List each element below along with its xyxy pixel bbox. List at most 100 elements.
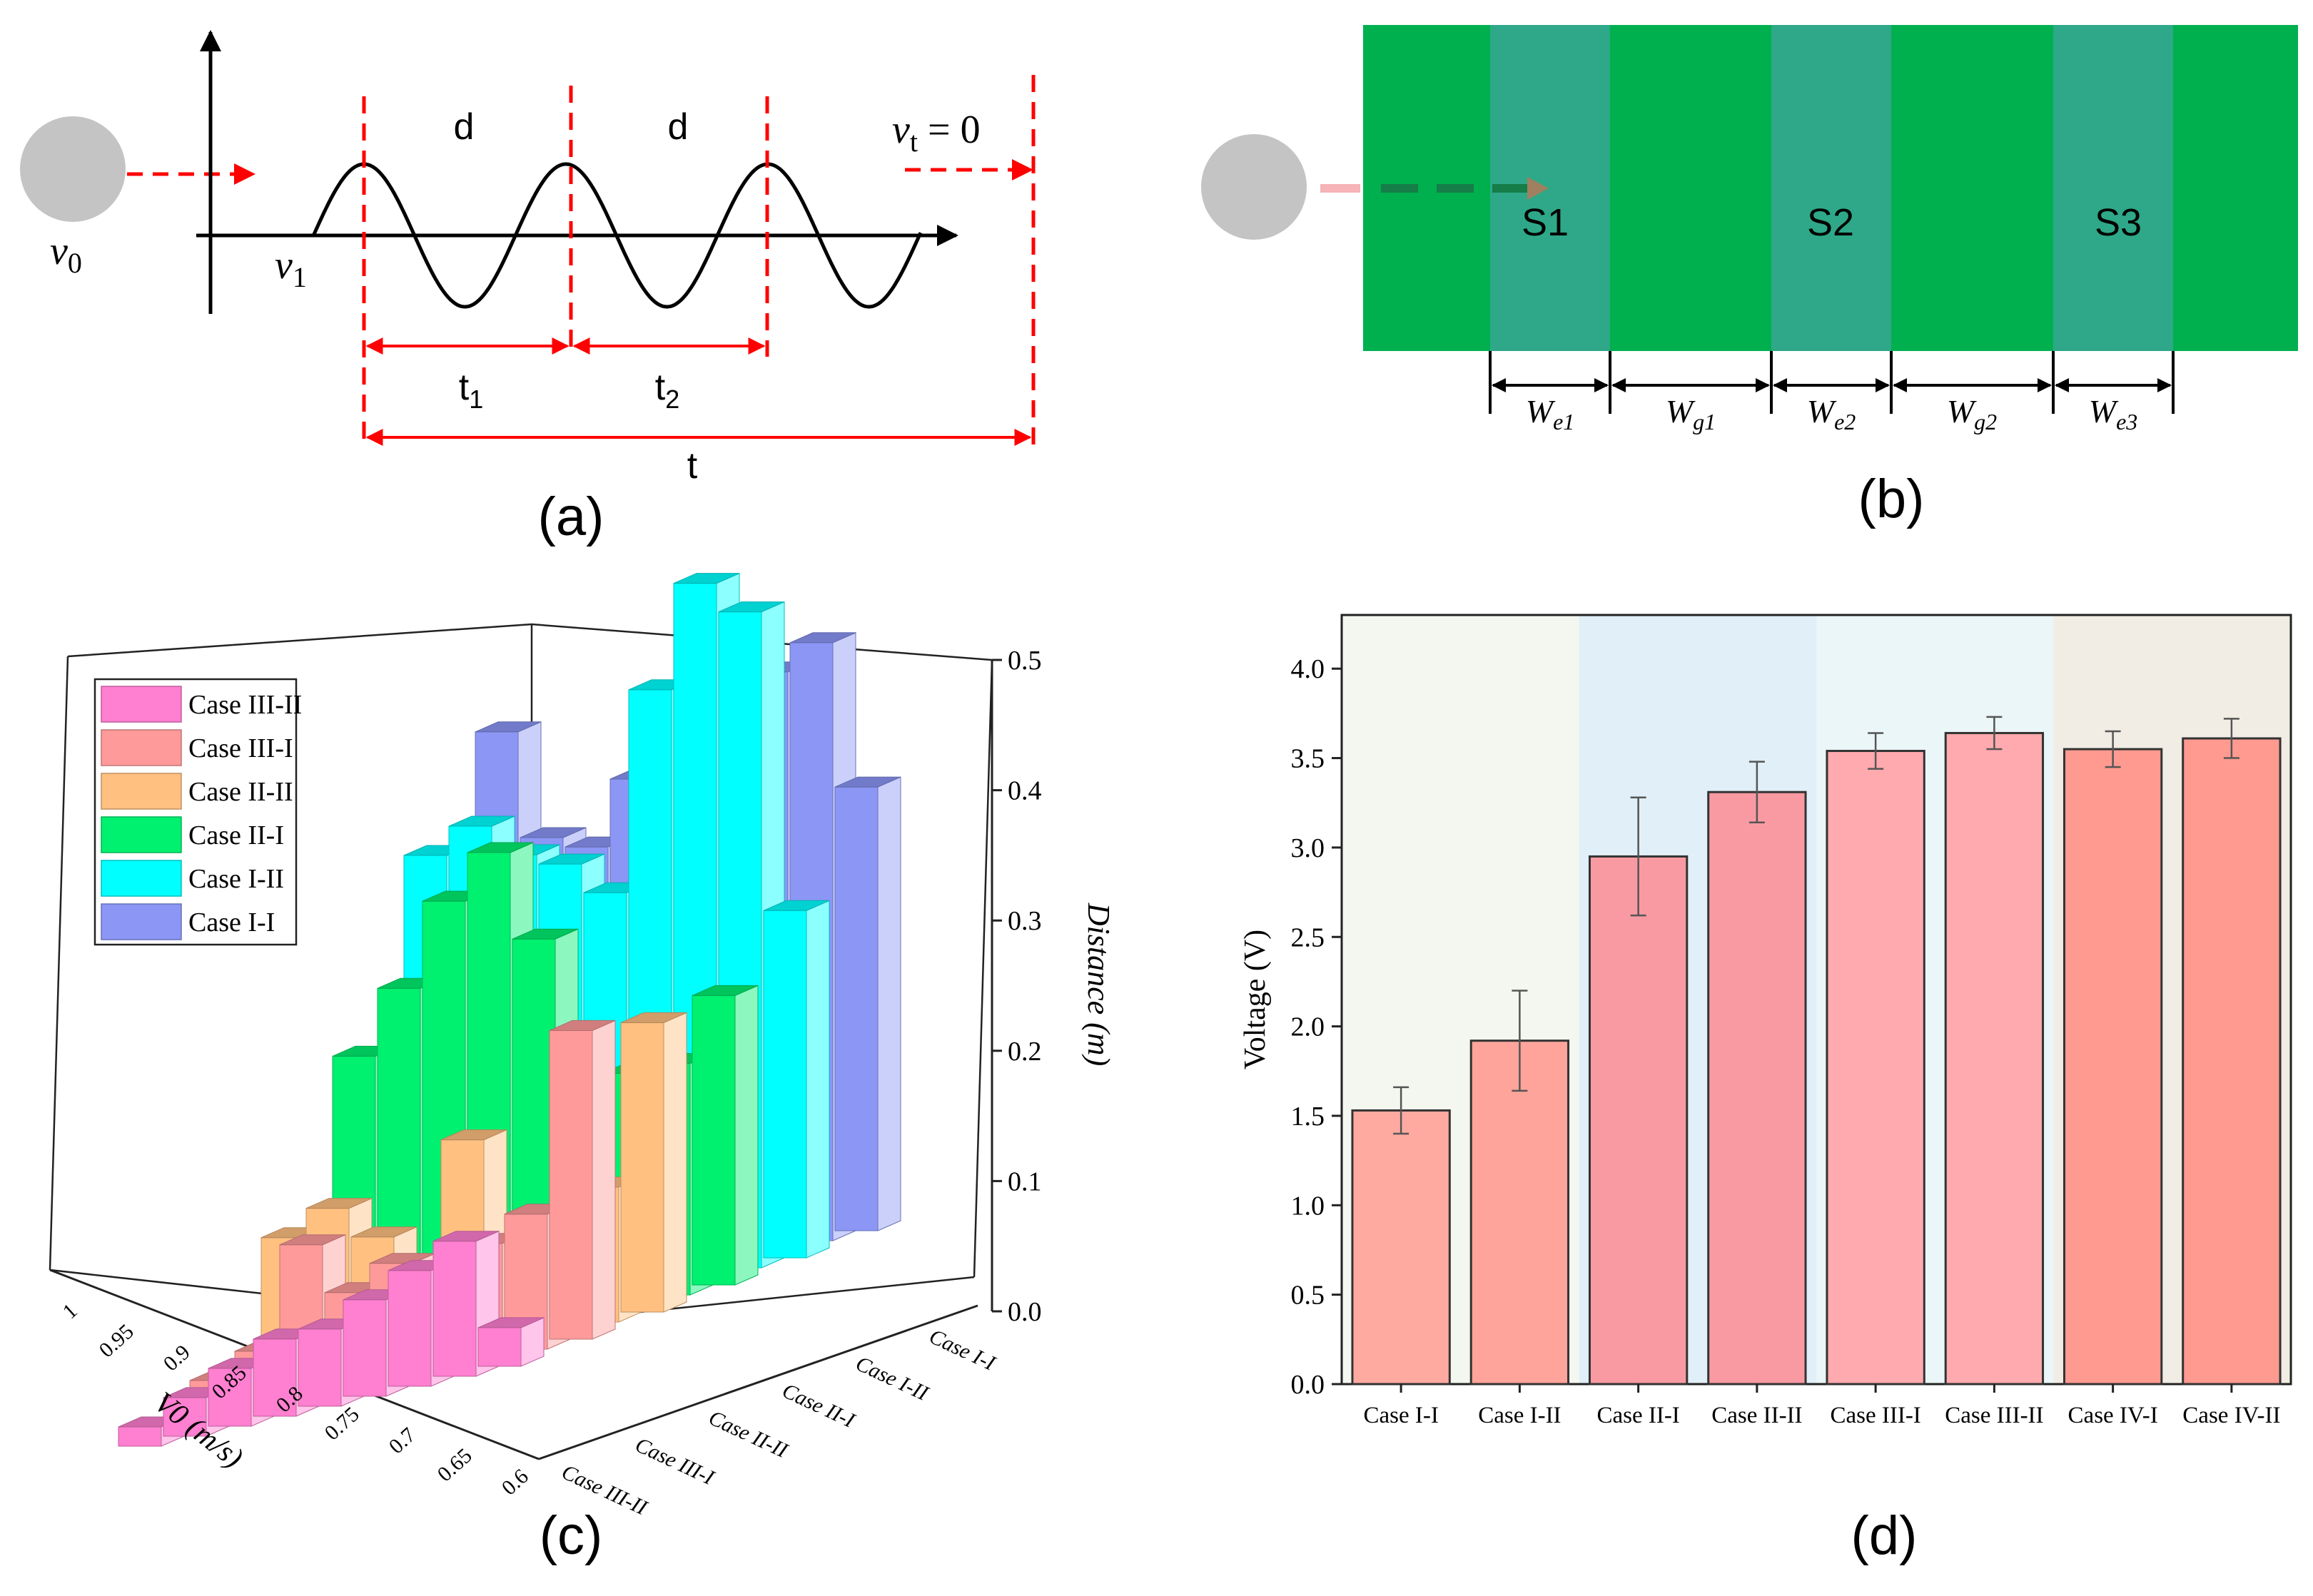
panel-label-c: (c)	[540, 1505, 603, 1566]
bar	[2063, 748, 2163, 1386]
bar-side	[663, 1012, 687, 1313]
bar-front	[298, 1328, 342, 1407]
x-tick-label: Case I-I	[1363, 1403, 1438, 1428]
z-tick-label: 0.1	[1008, 1166, 1042, 1196]
panel-label-d: (d)	[1851, 1505, 1918, 1566]
bar	[1469, 1040, 1570, 1386]
bar	[1707, 791, 1807, 1386]
legend-label: Case II-II	[188, 777, 293, 807]
bar-top	[692, 985, 759, 996]
panel-c: 0.0 0.1 0.2 0.3 0.4 0.5 Distance (m) 1 0.95 0.9 0.…	[49, 572, 1116, 1566]
z-tick-label: 0.3	[1008, 906, 1042, 936]
x-tick-label: 0.9	[159, 1341, 195, 1376]
segment-label-s2: S2	[1807, 201, 1854, 244]
ball	[1201, 134, 1307, 240]
bar-top	[718, 601, 785, 613]
dim-we2: We2	[1807, 393, 1856, 434]
dim-we1: We1	[1526, 393, 1575, 434]
z-tick-label: 0.0	[1008, 1297, 1042, 1327]
bar-top	[475, 721, 542, 733]
electrode-s2	[1771, 25, 1891, 351]
motion-arrow-head	[1527, 177, 1549, 200]
panel-label-b: (b)	[1858, 469, 1925, 529]
bar-front	[118, 1426, 162, 1447]
sine-wave	[312, 162, 923, 309]
legend-swatch	[101, 903, 182, 940]
t2-label: t2	[655, 367, 679, 414]
bar-side	[592, 1020, 616, 1340]
dimension-ticks	[1489, 351, 2175, 414]
x-tick-label: Case III-II	[1945, 1403, 2043, 1428]
bar-top	[834, 776, 901, 788]
dim-wg2: Wg2	[1947, 393, 1997, 434]
bar-front	[388, 1270, 432, 1387]
dim-we3: We3	[2089, 393, 2138, 434]
y-tick-label: 0.5	[1291, 1281, 1325, 1311]
y-tick-label: 3.5	[1291, 744, 1325, 774]
x-tick-label: 0.75	[320, 1403, 364, 1445]
legend-swatch	[101, 686, 182, 723]
y-tick-label: 2.5	[1291, 922, 1325, 952]
segment-label-s3: S3	[2095, 201, 2142, 244]
z-axis-label: Distance (m)	[1081, 903, 1116, 1067]
dim-wg1: Wg1	[1666, 393, 1716, 434]
electrode-s3	[2053, 25, 2173, 351]
y-tick-label: Case II-II	[705, 1406, 792, 1463]
panel-a: v0 v1 d d vt = 0 t1 t2 t (a)	[20, 30, 1036, 547]
y-tick-label: 3.0	[1291, 833, 1325, 863]
plot-frame	[1340, 614, 2292, 1386]
d-label-2: d	[668, 106, 689, 148]
legend-label: Case II-I	[188, 820, 284, 850]
bar-top	[538, 853, 605, 865]
bar-top	[763, 900, 830, 911]
y-tick-label: Case I-I	[926, 1324, 1000, 1376]
bar-top	[279, 1234, 346, 1246]
chart-3d-bars: 0.0 0.1 0.2 0.3 0.4 0.5 Distance (m) 1 0.95 0.9 0.…	[49, 572, 1116, 1520]
bar-front	[477, 1327, 522, 1367]
panel-d: 0.0 0.5 1.0 1.5 2.0 2.5 3.0 3.5 4.0 Voltage (V) Ca…	[1239, 614, 2292, 1566]
legend-swatch	[101, 729, 182, 766]
x-tick-label: Case IV-I	[2068, 1403, 2158, 1428]
v0-label: v0	[50, 229, 82, 279]
x-tick-label: Case II-II	[1711, 1403, 1802, 1428]
y-tick-label: 4.0	[1291, 654, 1325, 684]
bar-front	[343, 1299, 387, 1397]
z-tick-label: 0.2	[1008, 1037, 1042, 1067]
bar	[1588, 855, 1689, 1386]
bar-top	[305, 1198, 373, 1209]
x-tick-label: 0.95	[95, 1320, 138, 1363]
bar-top	[467, 842, 534, 853]
y-tick-label: Case II-I	[779, 1378, 859, 1433]
box-edge	[973, 659, 993, 1278]
box-edge	[49, 656, 69, 1271]
bar-front	[763, 910, 807, 1259]
x-tick-label: Case II-I	[1596, 1403, 1679, 1428]
x-tick-label: Case I-II	[1478, 1403, 1561, 1428]
y-tick-label: Case I-II	[852, 1351, 933, 1406]
bar-front	[549, 1030, 593, 1340]
bar-top	[440, 1129, 507, 1141]
segment-label-s1: S1	[1522, 201, 1569, 244]
legend-swatch	[101, 773, 182, 810]
panel-label-a: (a)	[538, 487, 604, 547]
x-tick-label: 0.7	[385, 1423, 420, 1459]
bar-side	[734, 985, 759, 1286]
bar	[2182, 737, 2282, 1386]
legend-swatch	[101, 860, 182, 897]
bar-front	[620, 1022, 664, 1313]
bar-top	[620, 1012, 687, 1023]
bar-top	[350, 1226, 417, 1238]
y-axis-label: Voltage (V)	[1239, 930, 1272, 1069]
bar-front	[692, 995, 736, 1286]
legend: Case III-II Case III-I Case II-II Case II-I…	[93, 678, 302, 946]
bar	[1351, 1109, 1451, 1386]
bar-top	[789, 632, 856, 644]
bar-front	[834, 786, 879, 1231]
d-label-1: d	[454, 106, 475, 148]
bar-front	[432, 1241, 477, 1377]
ball	[20, 116, 126, 222]
y-tick-label: 2.0	[1291, 1012, 1325, 1042]
bar-top	[448, 815, 515, 827]
box-edge	[67, 623, 532, 658]
